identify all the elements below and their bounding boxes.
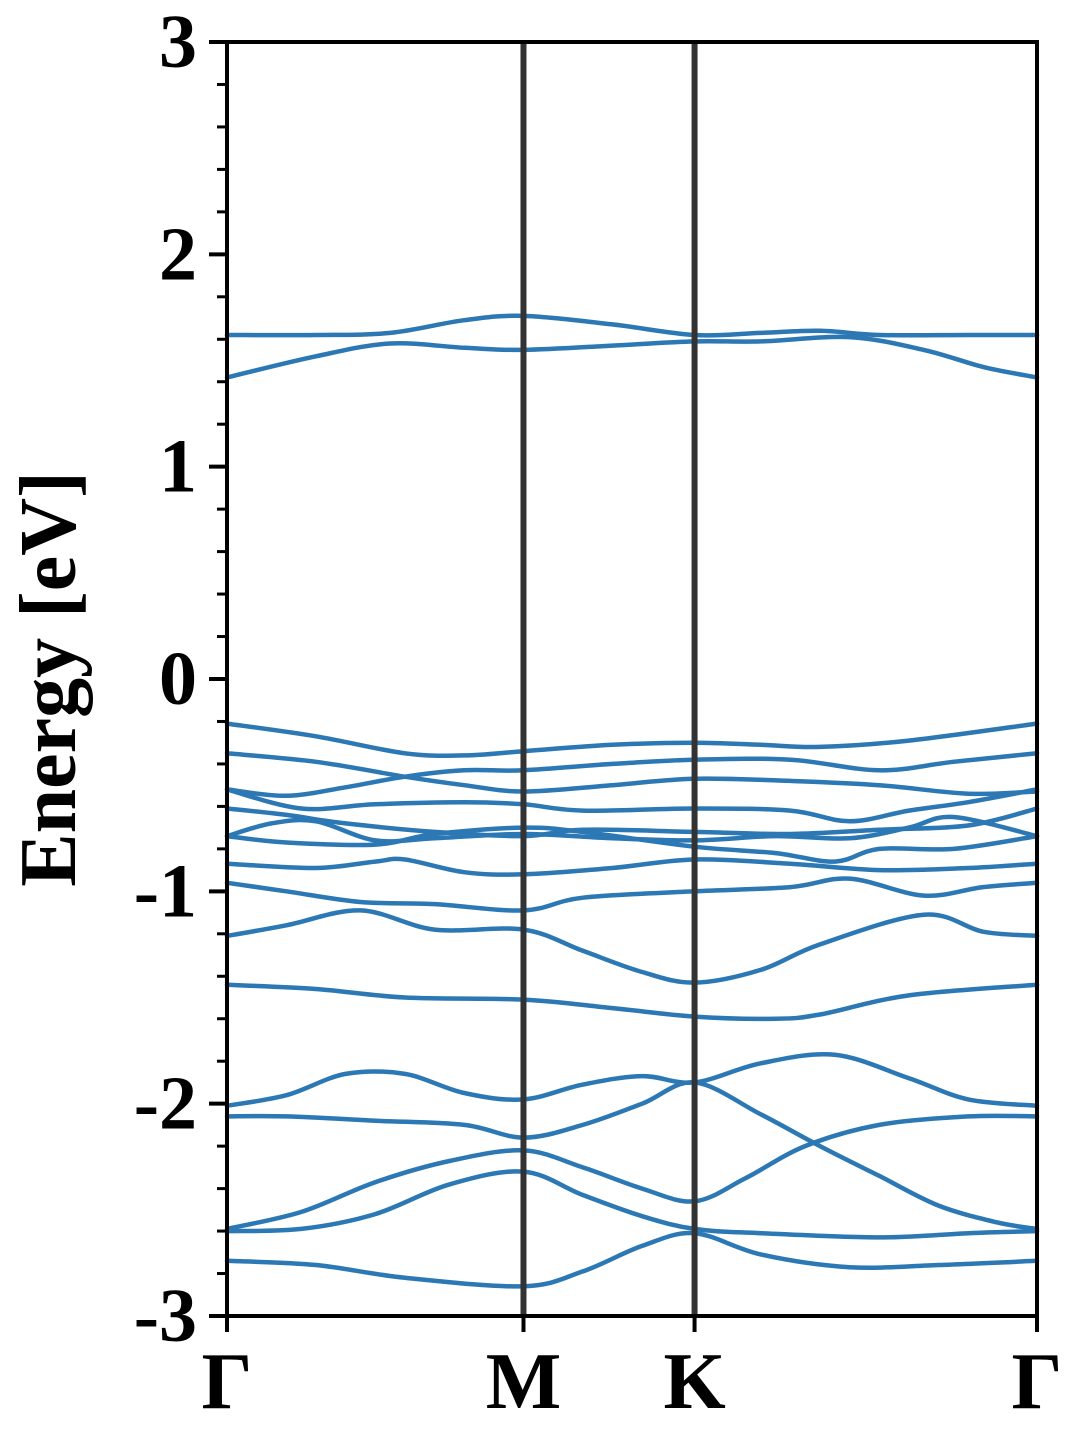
y-tick-label: 0 <box>159 637 197 721</box>
y-axis-title: Energy [eV] <box>5 471 93 886</box>
band-12 <box>224 908 1040 985</box>
band-11 <box>224 876 1040 913</box>
band-9 <box>224 825 1040 864</box>
band-13 <box>224 982 1040 1022</box>
band-4 <box>224 751 1040 797</box>
band-18 <box>224 1230 1040 1289</box>
band-6 <box>224 787 1040 824</box>
y-tick-label: -2 <box>134 1062 197 1146</box>
band-lines <box>224 313 1040 1289</box>
x-tick-label: Γ <box>202 1338 253 1426</box>
y-tick-label: 1 <box>159 425 197 509</box>
band-16 <box>224 1113 1040 1232</box>
x-tick-label: Γ <box>1012 1338 1063 1426</box>
band-17 <box>224 1169 1040 1240</box>
band-5 <box>224 751 1040 799</box>
y-tick-label: -1 <box>134 849 197 933</box>
y-tick-label: 3 <box>159 0 197 84</box>
x-tick-label: K <box>663 1338 725 1426</box>
band-15 <box>224 1080 1040 1232</box>
y-tick-label: 2 <box>159 212 197 296</box>
x-tick-label: M <box>486 1338 562 1426</box>
band-1 <box>224 334 1040 380</box>
y-axis-ticks: 3 2 1 0 -1 -2 -3 <box>134 0 227 1358</box>
plot-frame <box>225 40 1039 1318</box>
high-symmetry-lines <box>520 42 698 1316</box>
band-10 <box>224 856 1040 877</box>
band-14 <box>224 1052 1040 1109</box>
y-tick-label: -3 <box>134 1274 197 1358</box>
band-3 <box>224 721 1040 759</box>
band-2 <box>224 313 1040 338</box>
